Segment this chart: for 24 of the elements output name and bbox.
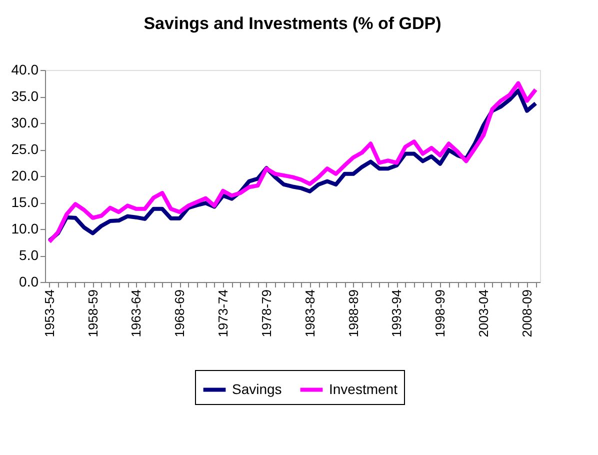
x-tick-label: 1958-59 — [85, 290, 100, 338]
x-tick-label: 2003-04 — [476, 290, 492, 338]
y-tick-label: 5.0 — [19, 247, 39, 263]
chart-title: Savings and Investments (% of GDP) — [144, 14, 442, 33]
x-tick-label: 1988-89 — [346, 290, 361, 338]
legend-label: Investment — [329, 380, 398, 397]
y-tick-label: 40.0 — [11, 62, 39, 78]
x-tick-label: 1953-54 — [42, 290, 57, 338]
y-tick-label: 20.0 — [11, 168, 39, 184]
y-tick-label: 25.0 — [11, 141, 39, 157]
x-tick-label: 1978-79 — [258, 290, 274, 338]
y-tick-label: 15.0 — [11, 194, 39, 210]
x-tick-label: 1983-84 — [302, 290, 318, 338]
x-tick-label: 1998-99 — [432, 290, 448, 338]
x-tick-label: 1968-69 — [172, 290, 188, 338]
x-tick-label: 1963-64 — [128, 290, 144, 338]
x-tick-label: 1973-74 — [216, 290, 231, 338]
y-tick-label: 10.0 — [11, 220, 39, 236]
legend-label: Savings — [232, 380, 282, 397]
y-tick-label: 0.0 — [19, 274, 39, 290]
x-tick-label: 2008-09 — [519, 290, 534, 338]
y-tick-label: 30.0 — [11, 114, 39, 130]
y-tick-label: 35.0 — [11, 88, 39, 104]
x-tick-label: 1993-94 — [389, 290, 404, 338]
